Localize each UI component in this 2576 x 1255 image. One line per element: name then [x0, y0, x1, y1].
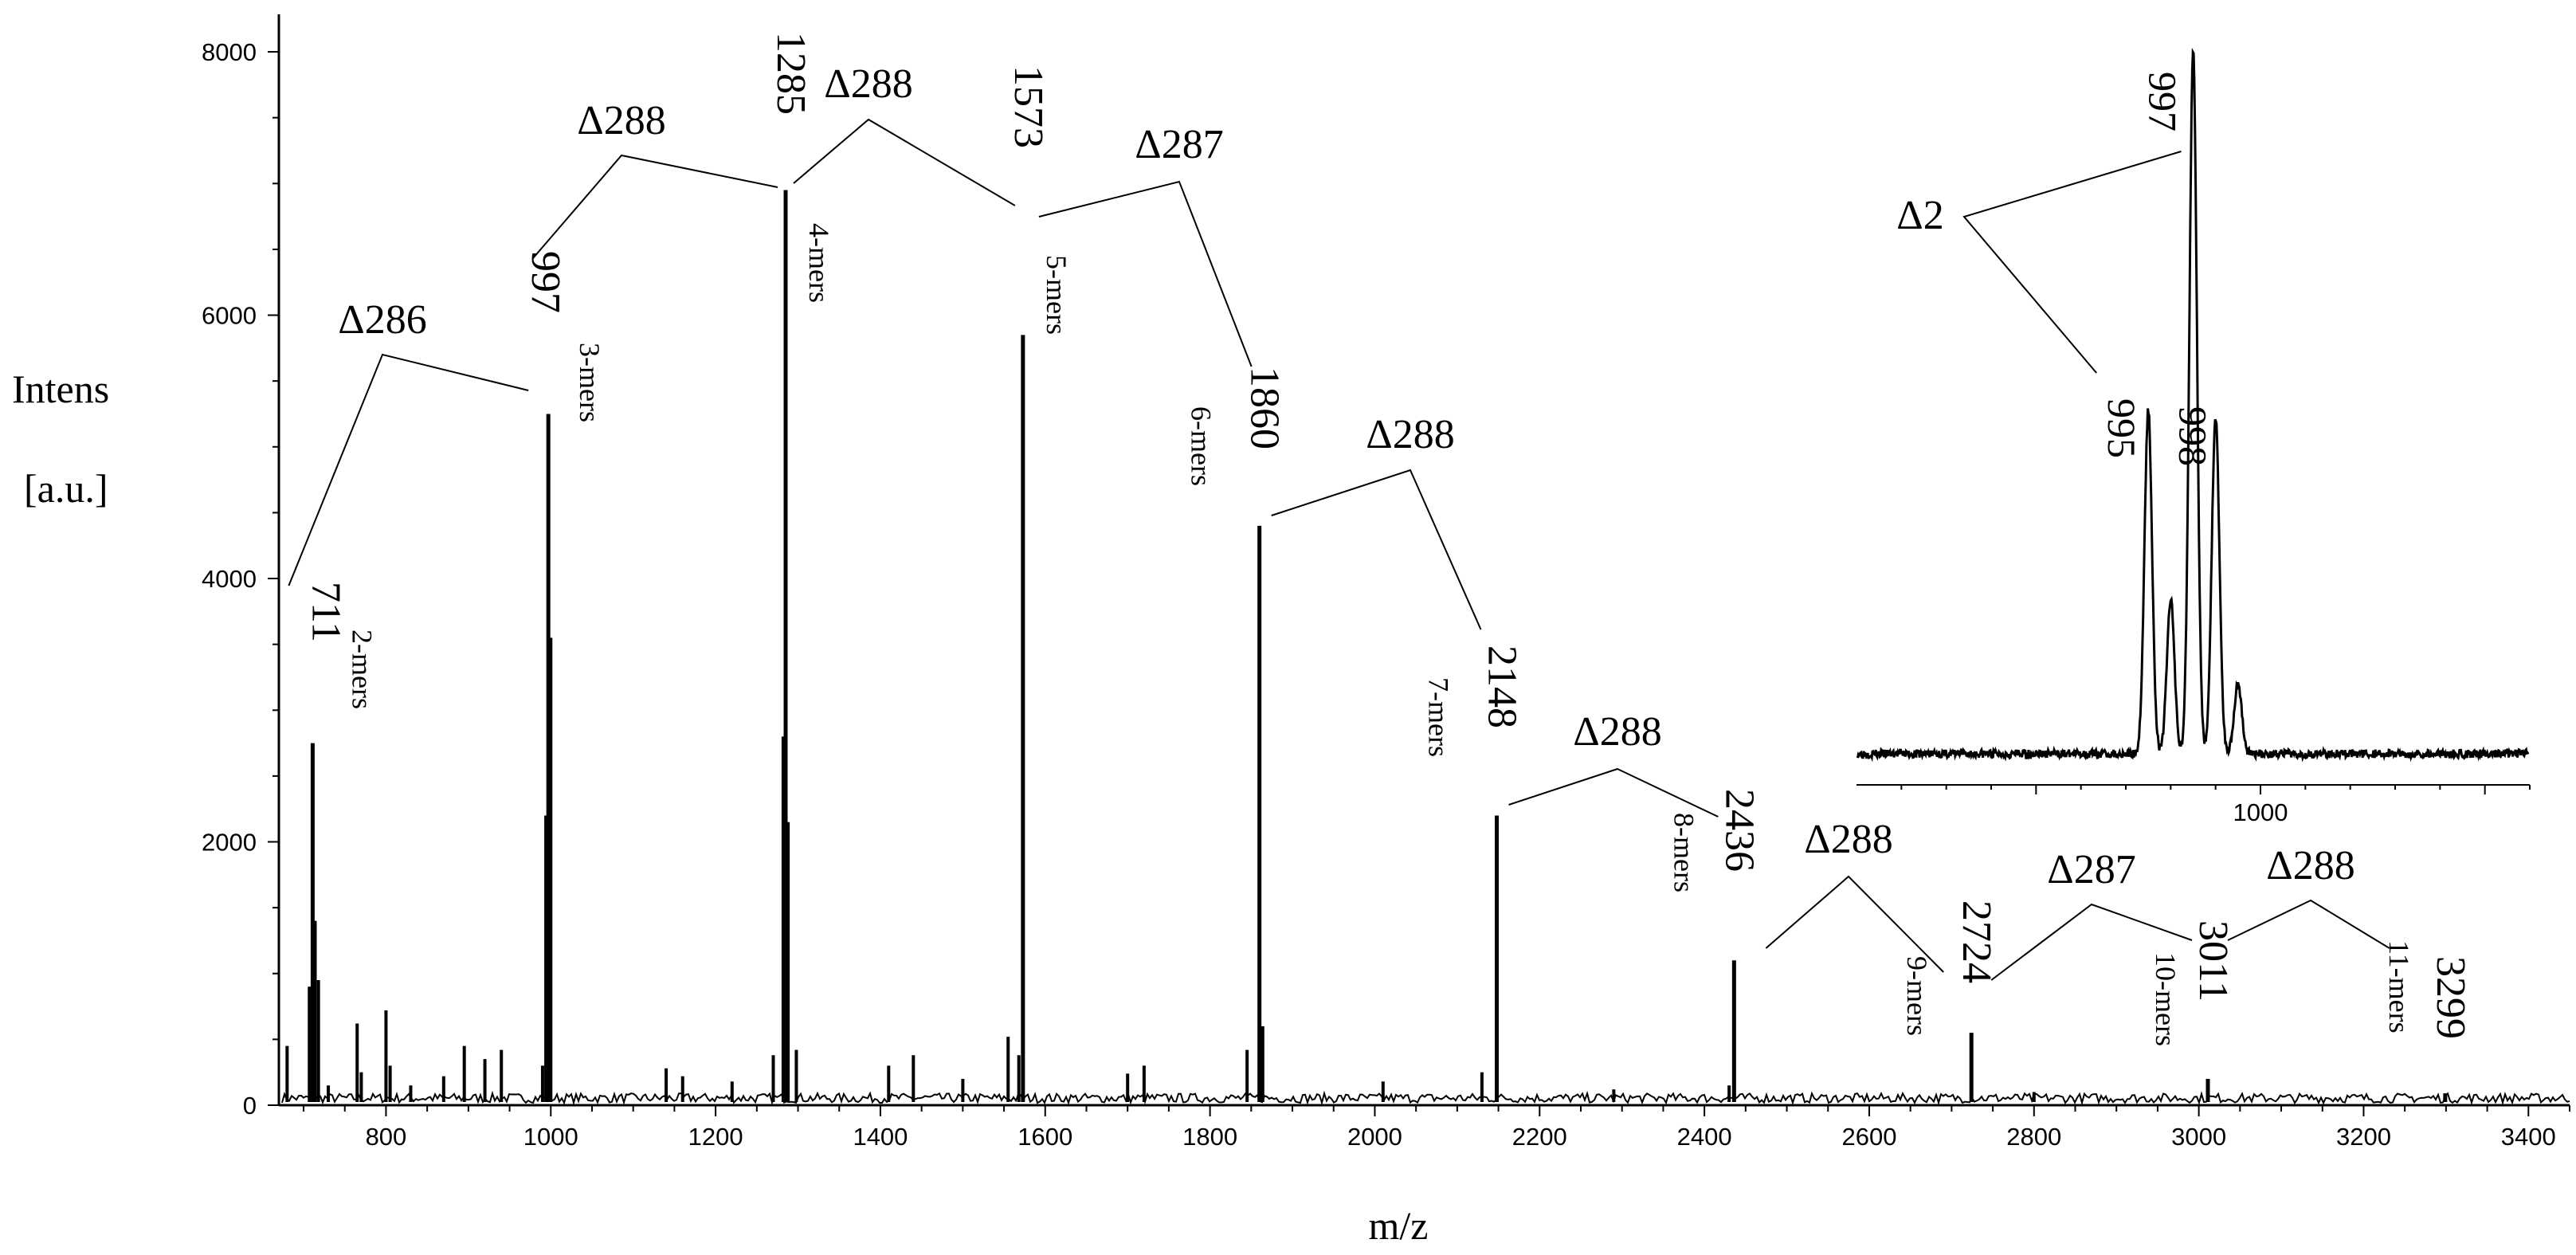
x-tick-label: 3000 — [2171, 1123, 2226, 1151]
y-tick-label: 6000 — [202, 302, 257, 330]
axis-ticks: 800 1000 1200 1400 1600 1800 2000 2200 2400 2600 2… — [202, 38, 2570, 1151]
peak-label-997: 997 — [523, 251, 568, 313]
delta-label: Δ288 — [1366, 412, 1454, 457]
delta-bracket — [1508, 767, 1719, 818]
axes — [277, 14, 2570, 1107]
inset-peak-label-997: 997 — [2141, 72, 2186, 131]
delta-bracket — [1038, 180, 1253, 367]
delta-bracket — [793, 118, 1016, 206]
y-axis-label-line2: [a.u.] — [24, 466, 108, 511]
x-tick-label: 1200 — [688, 1123, 743, 1151]
spectrum-series — [281, 190, 2570, 1106]
peak-label-2148: 2148 — [1480, 645, 1525, 728]
y-tick-label: 8000 — [202, 38, 257, 66]
inset-x-tick-label: 1000 — [2233, 798, 2288, 826]
x-tick-label: 1800 — [1182, 1123, 1237, 1151]
delta-label: Δ288 — [577, 98, 665, 143]
mers-label-1573: 5-mers — [1041, 255, 1072, 335]
mers-label-2436: 8-mers — [1668, 813, 1700, 892]
delta-bracket — [1271, 469, 1482, 630]
delta-label: Δ288 — [1573, 709, 1661, 755]
x-tick-label: 3200 — [2336, 1123, 2391, 1151]
mers-label-711: 2-mers — [346, 629, 378, 709]
x-tick-label: 2000 — [1347, 1123, 1402, 1151]
mers-label-3299: 11-mers — [2383, 940, 2415, 1033]
peak-annotations: 7112-mers9973-mers12854-mers15735-mers18… — [288, 32, 2473, 1046]
x-axis-label: m/z — [1369, 1203, 1429, 1248]
y-tick-label: 2000 — [202, 829, 257, 857]
mers-label-997: 3-mers — [574, 343, 606, 422]
delta-label: Δ288 — [2266, 843, 2354, 888]
x-tick-label: 800 — [366, 1123, 407, 1151]
inset-delta-bracket — [1962, 151, 2182, 374]
x-tick-label: 1600 — [1017, 1123, 1072, 1151]
noise-baseline — [281, 1090, 2570, 1106]
mers-label-1860: 6-mers — [1186, 406, 1217, 486]
mers-label-2724: 9-mers — [1901, 956, 1933, 1036]
delta-label: Δ288 — [824, 61, 912, 107]
inset-peak-label-995: 995 — [2100, 398, 2144, 458]
inset-profile — [1856, 47, 2530, 763]
delta-label: Δ287 — [2047, 847, 2135, 892]
x-tick-label: 2400 — [1677, 1123, 1732, 1151]
delta-bracket — [1990, 903, 2193, 981]
peak-label-1285: 1285 — [768, 32, 814, 115]
peak-label-711: 711 — [303, 582, 348, 642]
delta-label: Δ288 — [1804, 817, 1892, 862]
x-tick-label: 2200 — [1512, 1123, 1567, 1151]
inset-delta-label: Δ2 — [1896, 193, 1943, 238]
mers-label-3011: 10-mers — [2150, 952, 2182, 1046]
y-axis-label-line1: Intens — [12, 367, 109, 411]
x-tick-label: 1000 — [523, 1123, 578, 1151]
peak-label-2436: 2436 — [1716, 789, 1762, 872]
delta-bracket — [1765, 875, 1944, 973]
y-tick-label: 0 — [243, 1092, 257, 1120]
peak-label-3299: 3299 — [2428, 956, 2473, 1039]
peak-label-1573: 1573 — [1006, 65, 1051, 148]
peak-label-1860: 1860 — [1242, 367, 1288, 449]
x-tick-label: 2600 — [1841, 1123, 1896, 1151]
delta-bracket — [531, 154, 778, 260]
x-tick-label: 2800 — [2006, 1123, 2061, 1151]
delta-bracket — [2227, 899, 2390, 949]
mers-label-1285: 4-mers — [803, 223, 835, 303]
peak-label-3011: 3011 — [2190, 920, 2236, 1002]
peak-label-2724: 2724 — [1954, 900, 1999, 983]
mers-label-2148: 7-mers — [1423, 677, 1455, 757]
x-tick-label: 3400 — [2501, 1123, 2556, 1151]
inset-peak-label-998: 998 — [2171, 406, 2216, 466]
delta-label: Δ287 — [1135, 122, 1223, 167]
inset-chart: 1000 995 997 998 Δ2 — [1856, 47, 2531, 826]
x-tick-label: 1400 — [853, 1123, 908, 1151]
delta-label: Δ286 — [338, 297, 426, 343]
y-tick-label: 4000 — [202, 565, 257, 593]
delta-bracket — [288, 353, 529, 586]
